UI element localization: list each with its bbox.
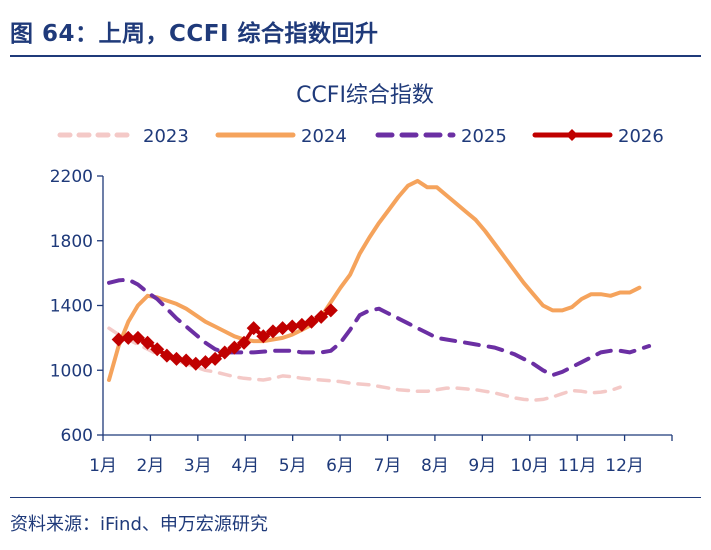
- data-point: [150, 342, 165, 357]
- legend-marker: [566, 129, 578, 141]
- data-point: [140, 335, 155, 350]
- legend: 2023 2024 2025 2026: [57, 126, 664, 147]
- series-line-2023: [107, 326, 622, 402]
- x-tick-label: 6月: [326, 456, 354, 476]
- x-tick-label: 2月: [137, 456, 165, 476]
- line-chart: CCFI综合指数 2023 2024 2025 2026 600 1000 1400 180…: [50, 83, 673, 476]
- data-point: [130, 330, 145, 345]
- x-tick-label: 8月: [421, 456, 449, 476]
- data-point: [304, 314, 319, 329]
- legend-label: 2023: [143, 126, 189, 147]
- x-tick-label: 9月: [468, 456, 496, 476]
- data-point: [314, 309, 329, 324]
- x-tick-label: 4月: [231, 456, 259, 476]
- y-tick-label: 1400: [50, 297, 93, 317]
- data-point: [285, 319, 300, 334]
- data-point: [111, 332, 126, 347]
- y-tick-label: 600: [61, 426, 93, 446]
- x-tick-label: 12月: [605, 456, 644, 476]
- legend-item-2026: 2026: [532, 126, 664, 147]
- x-tick-label: 7月: [374, 456, 402, 476]
- series-layer: [107, 178, 652, 402]
- legend-item-2025: 2025: [375, 126, 507, 147]
- source-divider: [10, 497, 701, 498]
- y-tick-label: 2200: [50, 167, 93, 187]
- series-line-2024: [107, 178, 642, 382]
- legend-item-2023: 2023: [57, 126, 189, 147]
- data-point: [323, 303, 338, 318]
- data-point: [275, 321, 290, 336]
- data-point: [217, 345, 232, 360]
- chart-title: CCFI综合指数: [296, 83, 434, 108]
- x-tick-label: 3月: [184, 456, 212, 476]
- legend-label: 2026: [618, 126, 664, 147]
- x-tick-label: 11月: [558, 456, 597, 476]
- y-tick-label: 1000: [50, 361, 93, 381]
- legend-label: 2024: [301, 126, 347, 147]
- title-divider: [10, 55, 701, 57]
- data-point: [246, 321, 261, 336]
- x-tick-label: 5月: [279, 456, 307, 476]
- source-note: 资料来源：iFind、申万宏源研究: [10, 514, 268, 535]
- data-point: [121, 330, 136, 345]
- data-point: [169, 351, 184, 366]
- x-tick-label: 1月: [89, 456, 117, 476]
- y-tick-label: 1800: [50, 232, 93, 252]
- legend-label: 2025: [461, 126, 507, 147]
- data-point: [237, 335, 252, 350]
- figure-title: 图 64：上周，CCFI 综合指数回升: [10, 21, 379, 47]
- series-line-2025: [107, 277, 652, 378]
- data-point: [188, 356, 203, 371]
- data-point: [208, 351, 223, 366]
- data-point: [256, 329, 271, 344]
- axes: 600 1000 1400 1800 2200 1月 2月 3月 4月 5月 6月 7月 8月 9月 10月…: [50, 167, 673, 476]
- legend-item-2024: 2024: [215, 126, 347, 147]
- x-tick-label: 10月: [510, 456, 549, 476]
- data-point: [227, 340, 242, 355]
